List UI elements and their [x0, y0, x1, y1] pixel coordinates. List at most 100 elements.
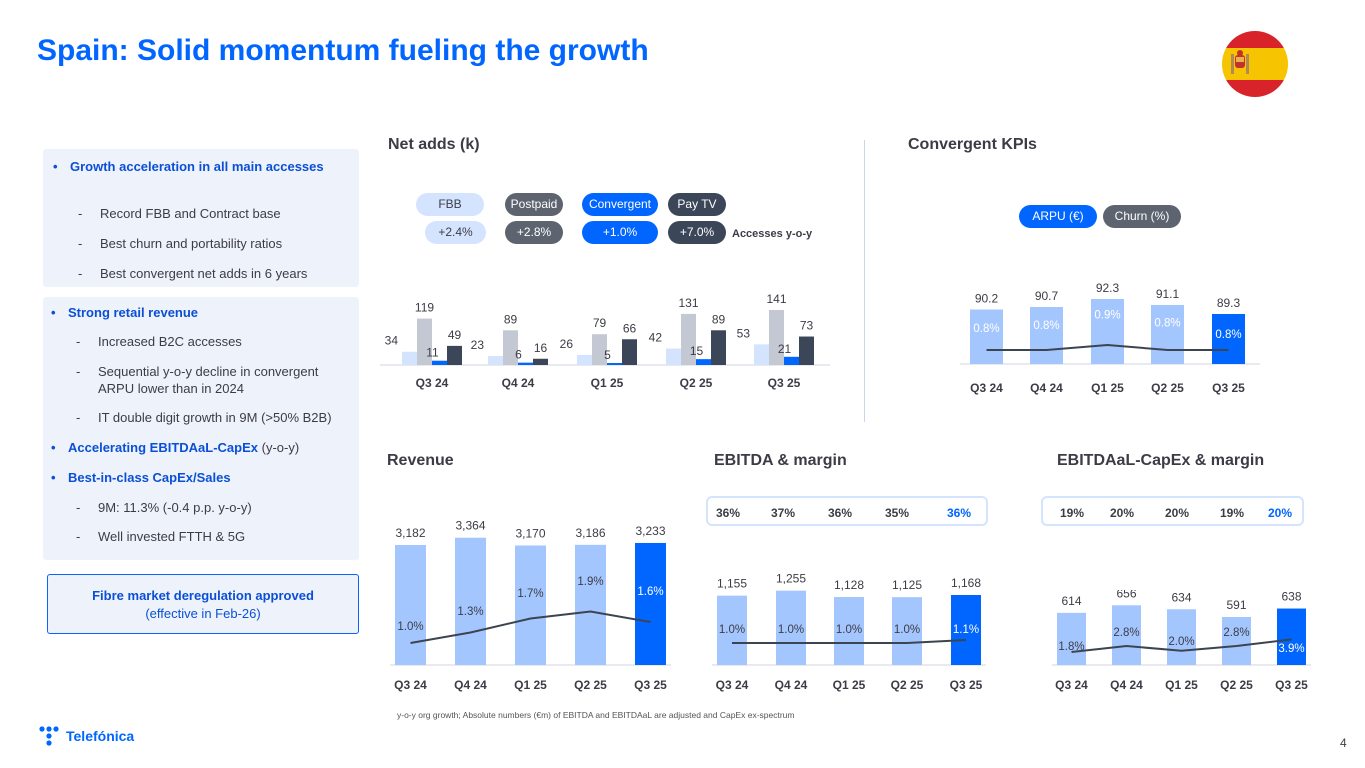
data-label: 53: [737, 326, 751, 340]
sub-bullet: - Increased B2C accesses: [76, 334, 242, 349]
churn-label: 0.9%: [1094, 310, 1120, 322]
revenue-title: Revenue: [387, 452, 454, 469]
sub-bullet: - Sequential y-o-y decline in convergent: [76, 364, 319, 379]
x-tick-label: Q2 25: [891, 678, 924, 692]
x-tick-label: Q1 25: [1165, 678, 1198, 692]
net-adds-chart: 34 119 11 49 Q3 24 23 89 6 16 Q4 24 26 79 5 66 Q1 25 42…: [380, 292, 830, 390]
bar-value: [395, 545, 426, 665]
bar-pay-tv: [533, 358, 548, 365]
x-tick-label: Q3 25: [950, 678, 983, 692]
convergent-kpis-chart: 90.2 0.8% Q3 24 90.7 0.8% Q4 24 92.3 0.9% Q1 25 9…: [960, 281, 1260, 395]
sub-bullet: - IT double digit growth in 9M (>50% B2B): [76, 410, 332, 425]
x-tick-label: Q3 24: [416, 376, 449, 390]
arpu-label: 92.3: [1096, 281, 1120, 295]
value-label: 3,186: [575, 526, 605, 540]
x-tick-label: Q2 25: [1220, 678, 1253, 692]
growth-label: 1.9%: [577, 576, 603, 588]
bar-value: [717, 595, 747, 665]
sub-bullet: - Best churn and portability ratios: [78, 236, 283, 251]
margin-value: 37%: [771, 506, 796, 520]
ebitdaal-capex-chart: 614 1.8% Q3 24 656 2.8% Q4 24 634 2.0% Q1 25 591 2…: [1052, 590, 1311, 692]
x-tick-label: Q3 24: [394, 678, 427, 692]
growth-label: 2.8%: [1223, 627, 1249, 639]
x-tick-label: Q2 25: [680, 376, 713, 390]
churn-label: 0.8%: [1154, 317, 1180, 329]
data-label: 42: [649, 331, 663, 345]
growth-line: [1071, 638, 1292, 653]
data-label: 119: [415, 301, 434, 315]
x-tick-label: Q4 24: [1030, 381, 1063, 395]
value-label: 1,125: [892, 578, 922, 592]
value-label: 614: [1061, 594, 1081, 608]
bar-convergent: [607, 363, 622, 365]
value-label: 591: [1226, 598, 1246, 612]
footnote: y-o-y org growth; Absolute numbers (€m) …: [397, 710, 795, 720]
bar-value: [951, 595, 981, 665]
value-label: 3,182: [395, 526, 425, 540]
margin-value: 20%: [1165, 506, 1190, 520]
bar-pay-tv: [711, 330, 726, 365]
x-tick-label: Q3 25: [634, 678, 667, 692]
growth-label: 1.0%: [778, 624, 804, 636]
x-tick-label: Q3 24: [970, 381, 1003, 395]
value-label: 3,364: [455, 519, 485, 533]
data-label: 79: [593, 316, 607, 330]
bar-pay-tv: [447, 345, 462, 365]
x-tick-label: Q1 25: [514, 678, 547, 692]
bar-fbb: [402, 351, 417, 365]
section-divider: [864, 140, 865, 422]
growth-label: 1.1%: [953, 624, 979, 636]
data-label: 34: [385, 334, 399, 348]
margin-value: 36%: [716, 506, 741, 520]
spain-flag-icon: [1222, 31, 1288, 97]
bar-value: [635, 542, 666, 665]
fibre-callout-subtitle: (effective in Feb-26): [145, 606, 261, 621]
data-label: 6: [515, 348, 522, 362]
bar-convergent: [518, 362, 533, 365]
value-label: 634: [1171, 590, 1191, 604]
bar-fbb: [754, 344, 769, 365]
data-label: 73: [800, 319, 814, 333]
highlights-box-revenue: • Strong retail revenue - Increased B2C ac…: [43, 297, 359, 560]
value-label: 3,233: [635, 524, 665, 538]
bar-value: [1222, 617, 1251, 665]
value-label: 1,155: [717, 577, 747, 591]
data-label: 23: [471, 338, 485, 352]
growth-line: [410, 610, 651, 644]
sub-bullet: - Best convergent net adds in 6 years: [78, 266, 308, 281]
data-label: 66: [623, 321, 637, 335]
bar-arpu: [1212, 314, 1245, 364]
legend-postpaid: Postpaid: [505, 193, 563, 216]
x-tick-label: Q4 24: [502, 376, 535, 390]
arpu-label: 89.3: [1217, 296, 1241, 310]
x-tick-label: Q4 24: [454, 678, 487, 692]
telefonica-logo-icon: [39, 726, 59, 746]
margin-value: 36%: [947, 506, 972, 520]
arpu-label: 90.2: [975, 292, 999, 306]
churn-line: [986, 343, 1229, 351]
x-tick-label: Q1 25: [833, 678, 866, 692]
telefonica-logo-text: Telefónica: [66, 728, 135, 744]
sub-bullet: -9M: 11.3% (-0.4 p.p. y-o-y): [76, 500, 252, 515]
data-label: 16: [534, 341, 548, 355]
net-adds-title: Net adds (k): [388, 136, 480, 153]
ebitdaal-capex-title: EBITDAaL-CapEx & margin: [1057, 452, 1265, 469]
bar-arpu: [1151, 305, 1184, 364]
ebitda-margin-box: [706, 496, 988, 526]
margin-value: 19%: [1220, 506, 1245, 520]
legend-churn: Churn (%): [1103, 205, 1181, 228]
bullet-strong-retail: • Strong retail revenue: [51, 305, 199, 320]
churn-label: 0.8%: [973, 323, 999, 335]
growth-label: 2.0%: [1168, 636, 1194, 648]
x-tick-label: Q3 24: [1055, 678, 1088, 692]
arpu-label: 91.1: [1156, 287, 1180, 301]
x-tick-label: Q1 25: [591, 376, 624, 390]
value-label: 656: [1116, 590, 1136, 600]
data-label: 11: [426, 346, 439, 360]
bar-fbb: [577, 354, 592, 365]
bar-convergent: [696, 359, 711, 365]
growth-label: 1.0%: [894, 624, 920, 636]
bar-fbb: [488, 356, 503, 365]
bar-value: [1057, 612, 1086, 665]
page-number: 4: [1340, 736, 1347, 750]
